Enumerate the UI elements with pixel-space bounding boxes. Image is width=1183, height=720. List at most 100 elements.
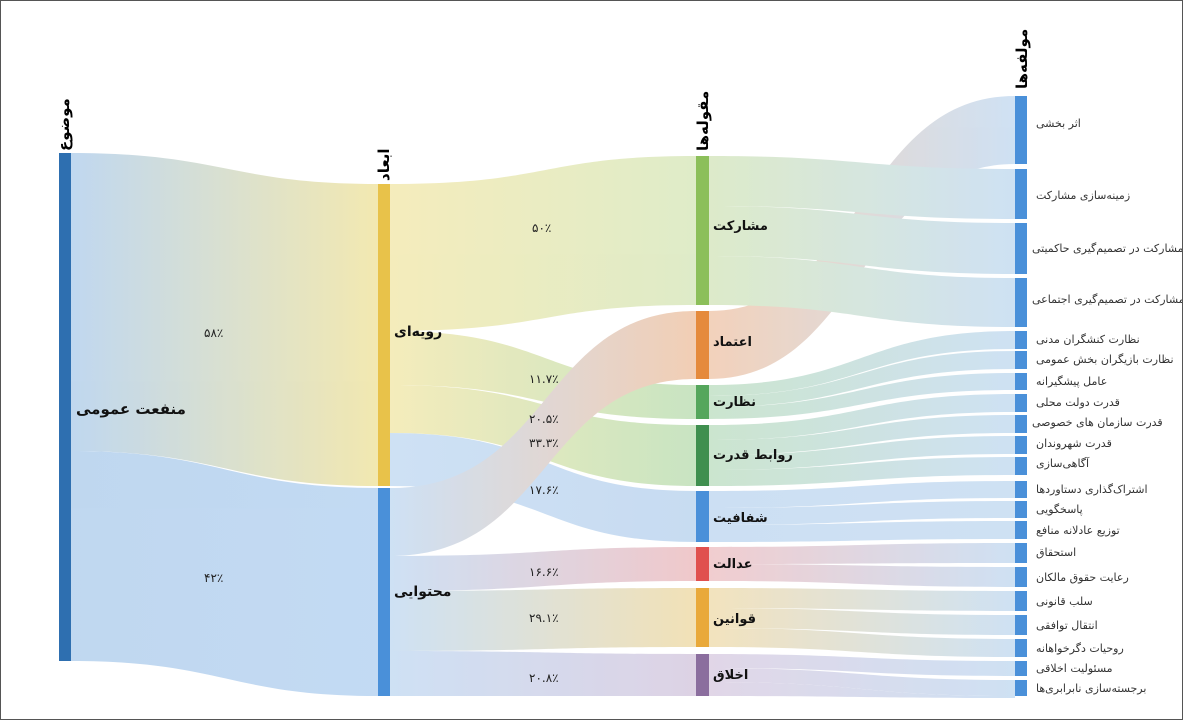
leaf-label: انتقال توافقی	[1036, 619, 1098, 632]
link-edalat-leaf1	[709, 543, 1015, 564]
node-proc-bar	[378, 184, 390, 486]
leaf-label: اشتراک‌گذاری دستاوردها	[1036, 483, 1148, 496]
link-nez-leaf1	[709, 331, 1015, 396]
leaf-bar	[1015, 521, 1027, 539]
pct-edalat: ۱۶.۶٪	[529, 565, 559, 579]
link-nez-leaf2	[709, 351, 1015, 407]
leaf-label: قدرت سازمان های خصوصی	[1032, 416, 1163, 429]
pct-topic-proc: ۵۸٪	[204, 326, 223, 340]
link-shaf-leaf2	[709, 501, 1015, 525]
link-ghav-leaf2	[709, 608, 1015, 635]
label-ghavanin: قوانین	[713, 612, 756, 627]
header-dimensions: ابعاد	[375, 148, 393, 181]
node-ghavanin-bar	[696, 588, 709, 647]
leaf-bar	[1015, 436, 1027, 454]
label-nezarat: نظارت	[713, 395, 756, 410]
leaf-label: مشارکت در تصمیم‌گیری حاکمیتی	[1032, 242, 1182, 255]
leaf-label: قدرت شهروندان	[1036, 437, 1112, 450]
leaf-bar	[1015, 331, 1027, 349]
leaf-bar	[1015, 680, 1027, 696]
link-edalat-leaf2	[709, 564, 1015, 587]
leaf-label: قدرت دولت محلی	[1036, 396, 1120, 409]
node-nezarat-bar	[696, 385, 709, 419]
link-mosh-leaf2	[709, 206, 1015, 274]
leaf-bar	[1015, 96, 1027, 164]
label-akhlagh: اخلاق	[713, 668, 748, 683]
leaf-bar	[1015, 481, 1027, 498]
link-rav-leaf4	[709, 457, 1015, 486]
label-shafafiat: شفافیت	[713, 511, 768, 526]
leaf-bar	[1015, 223, 1027, 274]
link-rav-leaf3	[709, 436, 1015, 470]
link-topic-content	[71, 451, 378, 696]
leaf-labels: اثر بخشی زمینه‌سازی مشارکت مشارکت در تصم…	[1032, 117, 1182, 695]
node-mosharekat-bar	[696, 156, 709, 305]
leaf-bar	[1015, 567, 1027, 587]
label-content: محتوایی	[394, 584, 451, 600]
pct-ravabet-a: ۲۰.۵٪	[529, 412, 559, 426]
leaf-bar	[1015, 501, 1027, 518]
pct-topic-content: ۴۲٪	[204, 571, 223, 585]
link-mosh-leaf3	[709, 256, 1015, 327]
leaf-bar	[1015, 278, 1027, 327]
leaf-label: روحیات دگرخواهانه	[1036, 642, 1124, 655]
link-content-ghavanin	[390, 588, 696, 651]
pct-ghavanin: ۲۹.۱٪	[529, 611, 559, 625]
links-categories-leaves	[709, 96, 1015, 698]
node-shafafiat-bar	[696, 491, 709, 542]
pct-shafafiat: ۱۷.۶٪	[529, 483, 559, 497]
leaf-label: برجسته‌سازی نابرابری‌ها	[1036, 682, 1146, 695]
leaf-bar	[1015, 415, 1027, 433]
leaf-bar	[1015, 615, 1027, 635]
link-proc-shafafiat	[390, 433, 696, 542]
link-mosh-leaf1	[709, 156, 1015, 219]
link-topic-procedural	[71, 153, 378, 486]
link-nez-leaf3	[709, 373, 1015, 419]
link-akh-leaf3	[709, 682, 1015, 698]
leaf-label: استحقاق	[1036, 546, 1076, 559]
leaf-label: اثر بخشی	[1036, 117, 1081, 130]
leaf-bar	[1015, 394, 1027, 412]
leaf-bar	[1015, 639, 1027, 657]
leaf-label: آگاهی‌سازی	[1036, 456, 1090, 470]
leaf-bar	[1015, 591, 1027, 611]
link-rav-leaf2	[709, 415, 1015, 455]
link-akh-leaf2	[709, 668, 1015, 696]
leaf-label: نظارت کنشگران مدنی	[1036, 333, 1140, 346]
node-ravabet-bar	[696, 425, 709, 486]
links-topic-dimensions	[71, 153, 378, 696]
leaf-bar	[1015, 373, 1027, 390]
links-dimensions-categories	[390, 156, 696, 696]
node-content-bar	[378, 488, 390, 696]
leaf-bar	[1015, 351, 1027, 369]
leaf-label: نظارت بازیگران بخش عمومی	[1036, 353, 1174, 366]
header-components: مولفه‌ها	[1013, 29, 1031, 89]
node-etemad-bar	[696, 311, 709, 379]
leaf-label: پاسخگویی	[1036, 503, 1083, 516]
link-shaf-leaf3	[709, 521, 1015, 542]
leaf-bar	[1015, 543, 1027, 563]
link-content-akhlagh	[390, 651, 696, 696]
leaf-label: عامل پیشگیرانه	[1036, 375, 1107, 388]
pct-mosharekat: ۵۰٪	[532, 221, 551, 235]
pct-akhlagh: ۲۰.۸٪	[529, 671, 559, 685]
leaf-bar	[1015, 169, 1027, 219]
leaf-bars	[1015, 96, 1027, 696]
node-edalat-bar	[696, 547, 709, 581]
link-content-etemad	[390, 311, 696, 556]
node-akhlagh-bar	[696, 654, 709, 696]
pct-nezarat: ۱۱.۷٪	[529, 372, 559, 386]
leaf-label: مشارکت در تصمیم‌گیری اجتماعی	[1032, 293, 1182, 306]
label-edalat: عدالت	[713, 557, 753, 572]
leaf-bar	[1015, 457, 1027, 475]
label-procedural: رویه‌ای	[394, 324, 442, 340]
header-categories: مقوله‌ها	[694, 91, 712, 151]
leaf-label: سلب قانونی	[1036, 595, 1093, 608]
link-content-edalat	[390, 547, 696, 591]
leaf-label: زمینه‌سازی مشارکت	[1036, 189, 1130, 202]
node-bars	[59, 153, 709, 696]
leaf-label: توزیع عادلانه منافع	[1036, 524, 1120, 537]
leaf-label: مسئولیت اخلاقی	[1036, 662, 1113, 675]
